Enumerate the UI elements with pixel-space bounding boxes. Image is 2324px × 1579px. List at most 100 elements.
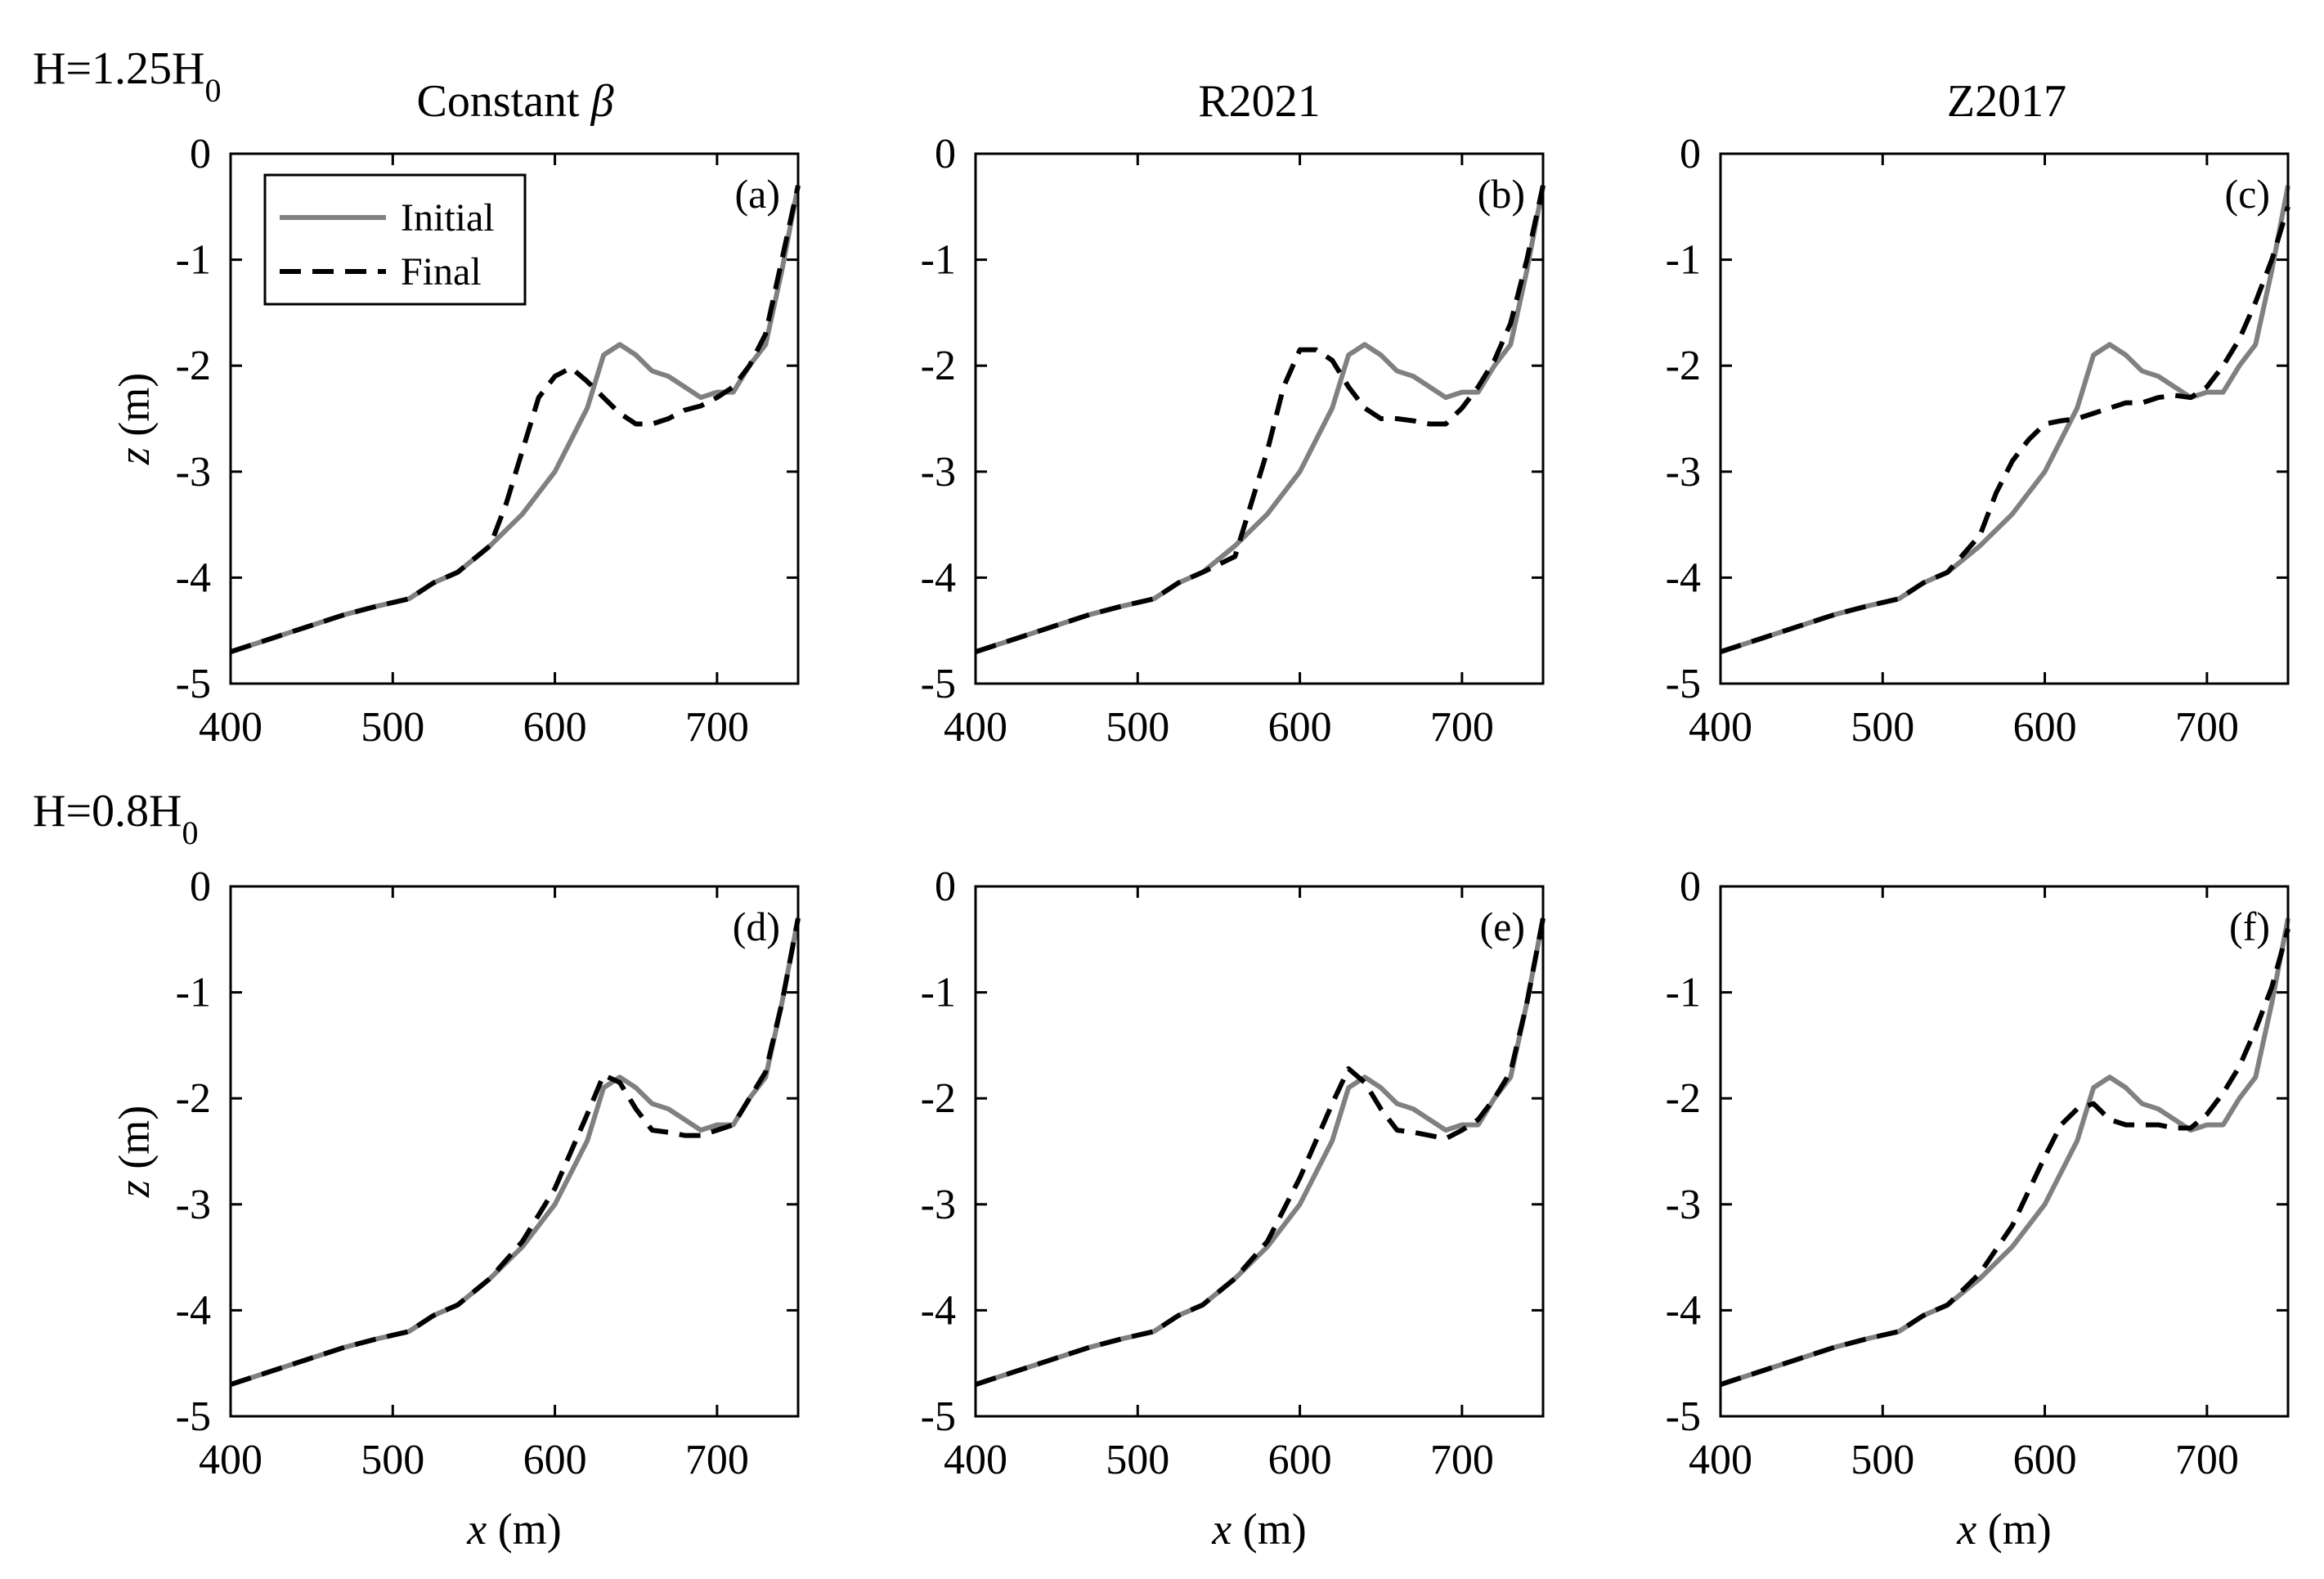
y-tick-label: -4 xyxy=(176,1287,211,1334)
y-tick-label: -5 xyxy=(921,1393,956,1440)
y-tick-label: -1 xyxy=(921,237,956,284)
y-tick-label: -5 xyxy=(921,661,956,707)
final-line-2 xyxy=(1720,205,2290,654)
legend: Initial Final xyxy=(263,173,527,306)
panel-tag: (c) xyxy=(2225,171,2271,217)
y-tick-label: -1 xyxy=(176,970,211,1016)
y-tick-label: -4 xyxy=(1666,1287,1701,1334)
y-tick-label: -4 xyxy=(176,554,211,601)
axes-frame-2 xyxy=(1719,152,2290,685)
y-tick-label: -1 xyxy=(1666,970,1701,1016)
x-tick-label: 500 xyxy=(1106,704,1169,751)
y-tick-label: -1 xyxy=(921,970,956,1016)
x-tick-label: 500 xyxy=(1851,1437,1914,1483)
final-line-4 xyxy=(975,917,1546,1387)
y-tick-label: -3 xyxy=(921,1182,956,1228)
y-tick-label: -2 xyxy=(1666,343,1701,389)
y-tick-label: -4 xyxy=(921,1287,956,1334)
y-tick-label: -3 xyxy=(1666,449,1701,496)
y-tick-label: -3 xyxy=(1666,1182,1701,1228)
y-tick-label: 0 xyxy=(1680,131,1701,177)
panel-tag: (e) xyxy=(1480,904,1526,949)
x-tick-label: 700 xyxy=(2175,1437,2239,1483)
y-tick-label: -2 xyxy=(921,1075,956,1122)
y-tick-label: -2 xyxy=(1666,1075,1701,1122)
y-tick-label: -4 xyxy=(1666,554,1701,601)
x-tick-label: 600 xyxy=(523,704,587,751)
column-title-r2021: R2021 xyxy=(1198,76,1320,127)
y-tick-label: -2 xyxy=(921,343,956,389)
axes-frame-1 xyxy=(974,152,1545,685)
x-tick-label: 600 xyxy=(1268,1437,1332,1483)
final-line-5 xyxy=(1720,927,2290,1387)
y-tick-label: -1 xyxy=(1666,237,1701,284)
row-title-top: H=1.25H0 xyxy=(33,43,221,109)
final-line-0 xyxy=(230,185,801,654)
y-tick-label: -5 xyxy=(176,1393,211,1440)
x-tick-label: 400 xyxy=(1689,1437,1752,1483)
row-title-bottom: H=0.8H0 xyxy=(33,786,198,851)
x-tick-label: 500 xyxy=(1851,704,1914,751)
x-tick-label: 400 xyxy=(1689,704,1752,751)
x-tick-label: 700 xyxy=(685,1437,749,1483)
y-tick-label: -2 xyxy=(176,1075,211,1122)
x-tick-label: 600 xyxy=(523,1437,587,1483)
legend-initial-label: Initial xyxy=(401,196,495,240)
y-tick-label: -5 xyxy=(1666,1393,1701,1440)
y-tick-label: -3 xyxy=(176,449,211,496)
axes-frame-0 xyxy=(229,152,800,685)
axes-frame-3 xyxy=(229,885,800,1418)
x-tick-label: 700 xyxy=(1430,1437,1494,1483)
y-axis-label: z (m) xyxy=(110,1106,159,1198)
legend-box xyxy=(263,173,527,306)
final-line-1 xyxy=(975,185,1546,654)
x-tick-label: 500 xyxy=(361,704,424,751)
final-line-3 xyxy=(230,917,801,1387)
y-axis-label: z (m) xyxy=(110,373,159,465)
x-tick-label: 600 xyxy=(1268,704,1332,751)
y-tick-label: 0 xyxy=(935,131,956,177)
column-title-z2017: Z2017 xyxy=(1947,76,2066,127)
axes-frame-4 xyxy=(974,885,1545,1418)
panel-tag: (d) xyxy=(733,904,780,949)
y-tick-label: -4 xyxy=(921,554,956,601)
y-tick-label: -5 xyxy=(1666,661,1701,707)
x-tick-label: 400 xyxy=(199,1437,262,1483)
x-axis-label: x (m) xyxy=(1211,1505,1306,1554)
x-tick-label: 400 xyxy=(199,704,262,751)
x-axis-label: x (m) xyxy=(1956,1505,2051,1554)
x-tick-label: 600 xyxy=(2013,1437,2077,1483)
y-tick-label: 0 xyxy=(190,864,211,910)
y-tick-label: 0 xyxy=(190,131,211,177)
x-tick-label: 700 xyxy=(1430,704,1494,751)
y-tick-label: -1 xyxy=(176,237,211,284)
y-tick-label: 0 xyxy=(1680,864,1701,910)
y-tick-label: 0 xyxy=(935,864,956,910)
y-tick-label: -3 xyxy=(921,449,956,496)
x-tick-label: 400 xyxy=(944,704,1007,751)
x-tick-label: 400 xyxy=(944,1437,1007,1483)
panel-tag: (f) xyxy=(2229,904,2270,949)
panel-tag: (b) xyxy=(1478,171,1525,217)
panel-tag: (a) xyxy=(735,171,781,217)
y-tick-label: -5 xyxy=(176,661,211,707)
x-tick-label: 500 xyxy=(361,1437,424,1483)
x-tick-label: 500 xyxy=(1106,1437,1169,1483)
x-tick-label: 700 xyxy=(2175,704,2239,751)
axes-frame-5 xyxy=(1719,885,2290,1418)
x-tick-label: 600 xyxy=(2013,704,2077,751)
column-title-constant-beta: Constant β xyxy=(416,76,613,127)
y-tick-label: -2 xyxy=(176,343,211,389)
x-axis-label: x (m) xyxy=(466,1505,561,1554)
y-tick-label: -3 xyxy=(176,1182,211,1228)
x-tick-label: 700 xyxy=(685,704,749,751)
legend-final-label: Final xyxy=(401,250,482,294)
